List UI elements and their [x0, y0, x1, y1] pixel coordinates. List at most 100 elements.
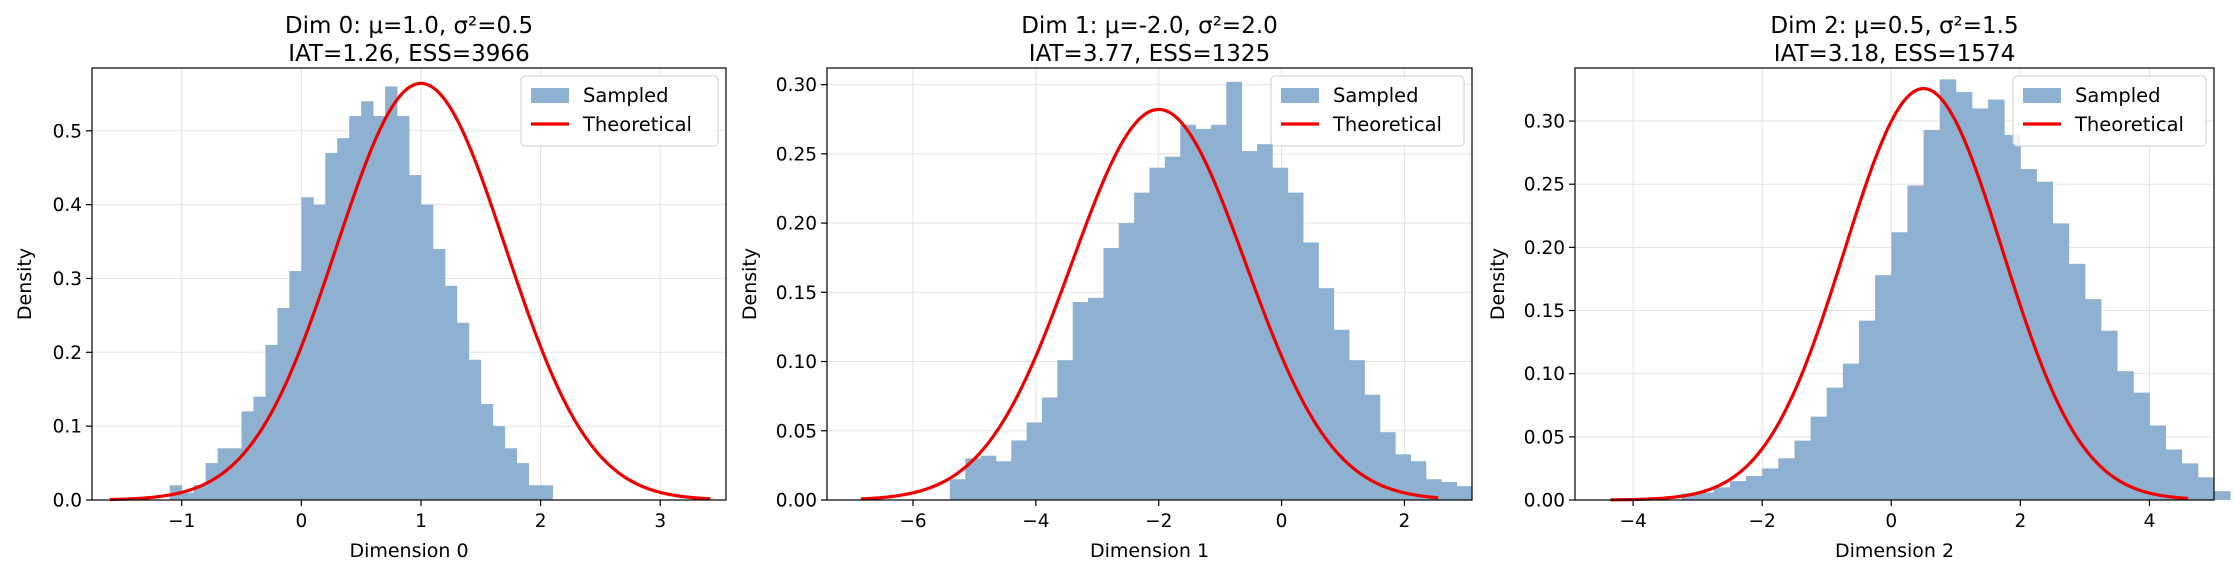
- histogram-bar: [444, 285, 458, 500]
- x-tick-label: −4: [1619, 511, 1646, 532]
- histogram-bar: [1210, 124, 1227, 501]
- histogram-bar: [361, 101, 374, 500]
- theoretical-curve: [1610, 86, 2189, 502]
- histogram-bar: [1681, 493, 1699, 500]
- histogram-bar: [516, 463, 530, 500]
- x-tick-label: −4: [1022, 511, 1049, 532]
- x-tick-label: −2: [1145, 511, 1172, 532]
- histogram-bar: [265, 344, 278, 500]
- histogram-bar: [1907, 185, 1924, 500]
- histogram-bar: [1241, 151, 1258, 501]
- x-tick-label: 2: [2014, 511, 2026, 532]
- histogram-bar: [1333, 329, 1350, 500]
- histogram-bar: [949, 479, 966, 500]
- histogram-bar: [349, 116, 362, 500]
- histogram-bar: [2052, 223, 2070, 501]
- x-tick-label: 0: [1276, 511, 1288, 532]
- x-axis-label: Dimension 0: [349, 540, 468, 562]
- x-tick-label: 2: [1399, 511, 1411, 532]
- histogram-bar: [2149, 425, 2166, 500]
- legend-box: [520, 75, 719, 147]
- x-tick-label: 0: [295, 511, 307, 532]
- histogram-bar: [277, 308, 290, 500]
- histogram-bar: [397, 116, 410, 500]
- histogram-bar: [1746, 476, 1763, 500]
- y-tick-label: 0.0: [53, 491, 82, 512]
- legend-label-theoretical: Theoretical: [2074, 113, 2184, 136]
- histogram-bar: [1729, 481, 1747, 500]
- histogram-bar: [456, 322, 470, 500]
- histogram-bar: [1134, 192, 1150, 500]
- histogram-bar: [1441, 482, 1458, 500]
- histogram-bar: [1713, 487, 1731, 500]
- axes-frame: [1574, 67, 2215, 501]
- histogram-bar: [1810, 416, 1828, 500]
- histogram-bar: [1026, 422, 1043, 500]
- histogram-bar: [965, 458, 981, 500]
- subplot-1: −6 −4 −2 0 2 0.00 0.05 0.10 0.15 0.20 0.25 0.30 Dime…: [739, 13, 1473, 562]
- y-tick-label: 0.10: [776, 352, 817, 373]
- histogram-bar: [1303, 242, 1319, 500]
- y-tick-label: 0.05: [776, 421, 817, 442]
- histogram-bar: [995, 461, 1012, 500]
- y-tick-label: 0.05: [1524, 427, 1565, 448]
- histogram-bar: [1410, 461, 1427, 500]
- histogram-bar: [1195, 128, 1212, 500]
- histogram-bar: [1379, 432, 1396, 500]
- histogram-bar: [1287, 192, 1304, 500]
- histogram-bar: [385, 86, 398, 500]
- legend-label-sampled: Sampled: [583, 84, 669, 107]
- chart-title: Dim 2: μ=0.5, σ²=1.5: [1770, 13, 2018, 39]
- y-tick-label: 0.1: [53, 417, 82, 438]
- histogram-bar: [253, 396, 266, 500]
- y-axis-label: Density: [739, 248, 761, 320]
- histogram-bar: [337, 138, 350, 500]
- histogram-bar: [1762, 468, 1779, 500]
- histogram-bar: [1425, 479, 1442, 500]
- histogram-bar: [289, 271, 302, 500]
- chart-title: Dim 1: μ=-2.0, σ²=2.0: [1021, 13, 1278, 39]
- x-axis-label: Dimension 2: [1835, 540, 1954, 562]
- y-axis-label: Density: [14, 248, 36, 320]
- legend-swatch-sampled: [2023, 88, 2061, 103]
- histogram-bar: [1072, 302, 1089, 500]
- subplot-2: −4 −2 0 2 4 0.00 0.05 0.10 0.15 0.20 0.25 0.30 Dimen…: [1487, 13, 2231, 562]
- histogram-bar: [2036, 181, 2054, 500]
- histogram-bar: [1349, 360, 1365, 500]
- histogram-bar: [1826, 387, 1844, 500]
- histogram-bar: [980, 455, 997, 500]
- x-axis-label: Dimension 1: [1090, 540, 1209, 562]
- histogram-bar: [373, 116, 386, 500]
- y-tick-label: 0.15: [776, 283, 817, 304]
- histogram-bar: [504, 448, 518, 500]
- legend-label-theoretical: Theoretical: [1332, 113, 1442, 136]
- histogram-bar: [1697, 492, 1715, 500]
- histogram-bar: [2117, 371, 2134, 500]
- chart-title: Dim 0: μ=1.0, σ²=0.5: [285, 13, 533, 39]
- histogram-bar: [1988, 99, 2005, 500]
- y-tick-label: 0.2: [53, 343, 82, 364]
- histogram-bar: [181, 492, 195, 500]
- histogram-bar: [1042, 397, 1058, 500]
- histogram-bar: [1088, 297, 1104, 500]
- histogram-bar: [1364, 394, 1381, 500]
- histogram-bar: [241, 411, 254, 500]
- histogram-bar: [1875, 275, 1892, 500]
- histogram-bar: [1057, 360, 1074, 500]
- histogram-bar: [1842, 363, 1860, 500]
- histogram-bar: [1164, 156, 1181, 500]
- legend: Sampled Theoretical: [2012, 75, 2207, 147]
- histogram-bar: [420, 204, 434, 500]
- x-tick-label: −2: [1749, 511, 1776, 532]
- histogram-bar: [1456, 486, 1473, 500]
- histogram-bar: [409, 175, 422, 501]
- histogram-bar: [2181, 463, 2199, 500]
- histogram-bar: [1395, 454, 1411, 500]
- y-tick-label: 0.4: [53, 195, 82, 216]
- histogram-bar: [480, 404, 494, 500]
- histogram-bar: [1794, 440, 1811, 500]
- theoretical-curve: [109, 81, 711, 502]
- histogram-bar: [1118, 223, 1135, 501]
- chart-subtitle: IAT=3.18, ESS=1574: [1774, 41, 2015, 67]
